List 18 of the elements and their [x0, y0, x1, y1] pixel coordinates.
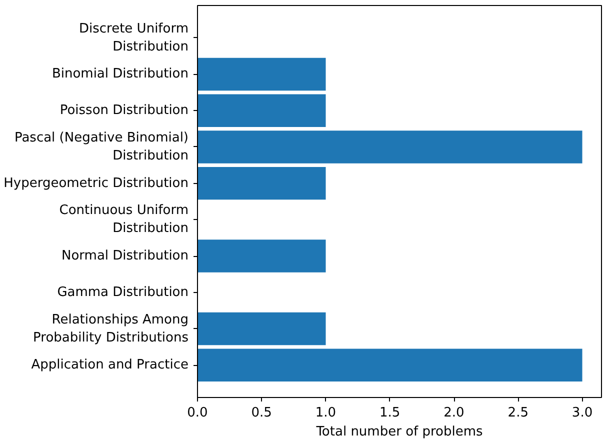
- y-tick-label: Gamma Distribution: [57, 284, 189, 300]
- x-tick-label: 1.5: [380, 406, 400, 420]
- x-tick-label: 2.0: [444, 406, 464, 420]
- y-tick-label: Pascal (Negative Binomial) Distribution: [14, 130, 188, 164]
- x-tick-label: 0.0: [187, 406, 208, 420]
- y-tick-label: Hypergeometric Distribution: [4, 176, 189, 191]
- x-tick-label: 3.0: [572, 406, 593, 420]
- x-tick-label: 1.0: [315, 406, 336, 420]
- y-tick-label: Poisson Distribution: [60, 103, 188, 118]
- y-tick-label: Continuous Uniform Distribution: [59, 203, 188, 236]
- x-tick-label: 0.5: [251, 406, 272, 420]
- y-tick-label: Relationships Among Probability Distributions: [33, 312, 189, 346]
- y-tick-label: Binomial Distribution: [52, 66, 189, 82]
- y-tick-label: Application and Practice: [31, 358, 189, 373]
- y-tick-label: Discrete Uniform Distribution: [78, 21, 189, 54]
- x-axis-title: Total number of problems: [315, 424, 484, 440]
- y-tick-label: Normal Distribution: [61, 248, 189, 264]
- x-tick-label: 2.5: [508, 406, 528, 420]
